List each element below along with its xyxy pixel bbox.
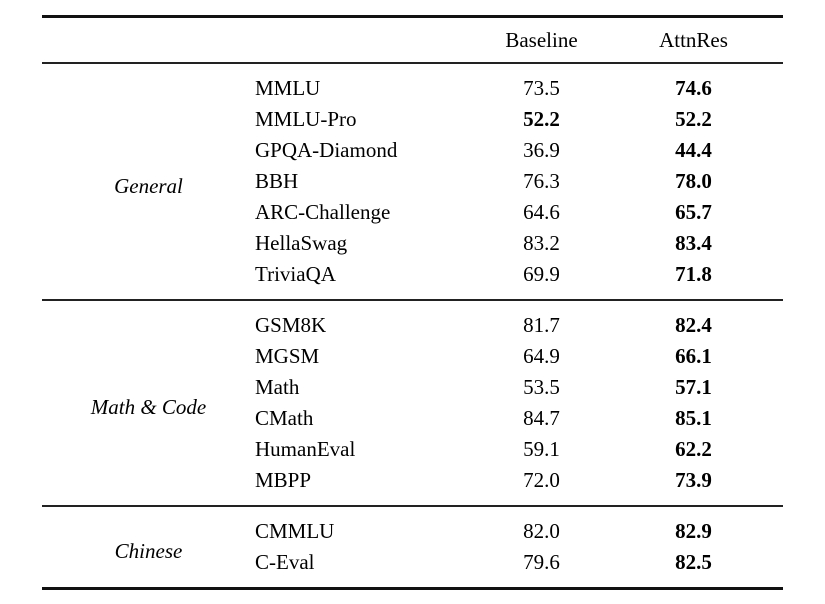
attnres-value: 82.4 <box>675 313 712 337</box>
baseline-value: 59.1 <box>523 437 560 461</box>
column-header-attnres: AttnRes <box>659 27 728 52</box>
table-row: BBH 76.3 78.0 <box>42 166 783 197</box>
group-label: Math & Code <box>90 395 207 419</box>
table-row: MMLU-Pro 52.2 52.2 <box>42 104 783 135</box>
baseline-value: 82.0 <box>523 519 560 543</box>
table-row: Chinese CMMLU 82.0 82.9 <box>42 506 783 562</box>
benchmark-name: ARC-Challenge <box>255 200 391 224</box>
benchmark-name: MMLU-Pro <box>255 107 357 131</box>
table-section: Math & Code GSM8K 81.7 82.4 MGSM 64.9 66.1 Math… <box>42 300 783 506</box>
table-row: Math 53.5 57.1 <box>42 372 783 403</box>
benchmark-name: TriviaQA <box>255 262 336 286</box>
baseline-value: 73.5 <box>523 76 560 100</box>
attnres-value: 62.2 <box>675 437 712 461</box>
table-row: General MMLU 73.5 74.6 <box>42 63 783 197</box>
baseline-value: 84.7 <box>523 406 560 430</box>
benchmark-name: HellaSwag <box>255 231 348 255</box>
group-label: Chinese <box>114 539 183 563</box>
table-row: MBPP 72.0 73.9 <box>42 465 783 506</box>
table-row: CMath 84.7 85.1 <box>42 403 783 434</box>
header-spacer <box>42 17 455 64</box>
baseline-value: 64.6 <box>523 200 560 224</box>
attnres-value: 73.9 <box>675 468 712 492</box>
baseline-value: 52.2 <box>523 107 560 131</box>
attnres-value: 78.0 <box>675 169 712 193</box>
attnres-value: 82.5 <box>675 550 712 574</box>
header-row: Baseline AttnRes <box>42 17 783 64</box>
attnres-value: 44.4 <box>675 138 712 162</box>
benchmark-name: HumanEval <box>255 437 356 461</box>
column-header-baseline: Baseline <box>505 27 578 52</box>
group-label: General <box>114 173 183 198</box>
table-row: C-Eval 79.6 82.5 <box>42 547 783 589</box>
benchmark-name: CMath <box>255 406 314 430</box>
table-header: Baseline AttnRes <box>42 17 783 64</box>
baseline-value: 76.3 <box>523 169 560 193</box>
benchmark-name: GSM8K <box>255 313 327 337</box>
baseline-value: 81.7 <box>523 313 560 337</box>
baseline-value: 83.2 <box>523 231 560 255</box>
table-row: HumanEval 59.1 62.2 <box>42 434 783 465</box>
table-row: GPQA-Diamond 36.9 44.4 <box>42 135 783 166</box>
attnres-value: 57.1 <box>675 375 712 399</box>
table-row: ARC-Challenge 64.6 65.7 <box>42 197 783 228</box>
table-row: HellaSwag 83.2 83.4 <box>42 228 783 259</box>
baseline-value: 64.9 <box>523 344 560 368</box>
benchmark-name: MMLU <box>255 76 321 100</box>
attnres-value: 66.1 <box>675 344 712 368</box>
attnres-value: 82.9 <box>675 519 712 543</box>
baseline-value: 69.9 <box>523 262 560 286</box>
attnres-value: 71.8 <box>675 262 712 286</box>
benchmark-name: GPQA-Diamond <box>255 138 398 162</box>
attnres-value: 83.4 <box>675 231 712 255</box>
benchmark-results-table: Baseline AttnRes General MMLU 73.5 74.6 MMLU… <box>42 15 783 590</box>
table-section: Chinese CMMLU 82.0 82.9 C-Eval 79.6 82.5 <box>42 506 783 589</box>
attnres-value: 85.1 <box>675 406 712 430</box>
table-row: MGSM 64.9 66.1 <box>42 341 783 372</box>
baseline-value: 72.0 <box>523 468 560 492</box>
benchmark-name: C-Eval <box>255 550 315 574</box>
benchmark-name: Math <box>255 375 300 399</box>
benchmark-name: BBH <box>255 169 299 193</box>
table-section: General MMLU 73.5 74.6 MMLU-Pro 52.2 52.2 GPQA-… <box>42 63 783 300</box>
baseline-value: 79.6 <box>523 550 560 574</box>
attnres-value: 74.6 <box>675 76 712 100</box>
benchmark-name: MGSM <box>255 344 320 368</box>
attnres-value: 52.2 <box>675 107 712 131</box>
baseline-value: 36.9 <box>523 138 560 162</box>
baseline-value: 53.5 <box>523 375 560 399</box>
attnres-value: 65.7 <box>675 200 712 224</box>
table-row: TriviaQA 69.9 71.8 <box>42 259 783 300</box>
benchmark-name: CMMLU <box>255 519 335 543</box>
benchmark-name: MBPP <box>255 468 312 492</box>
table-row: Math & Code GSM8K 81.7 82.4 <box>42 300 783 418</box>
